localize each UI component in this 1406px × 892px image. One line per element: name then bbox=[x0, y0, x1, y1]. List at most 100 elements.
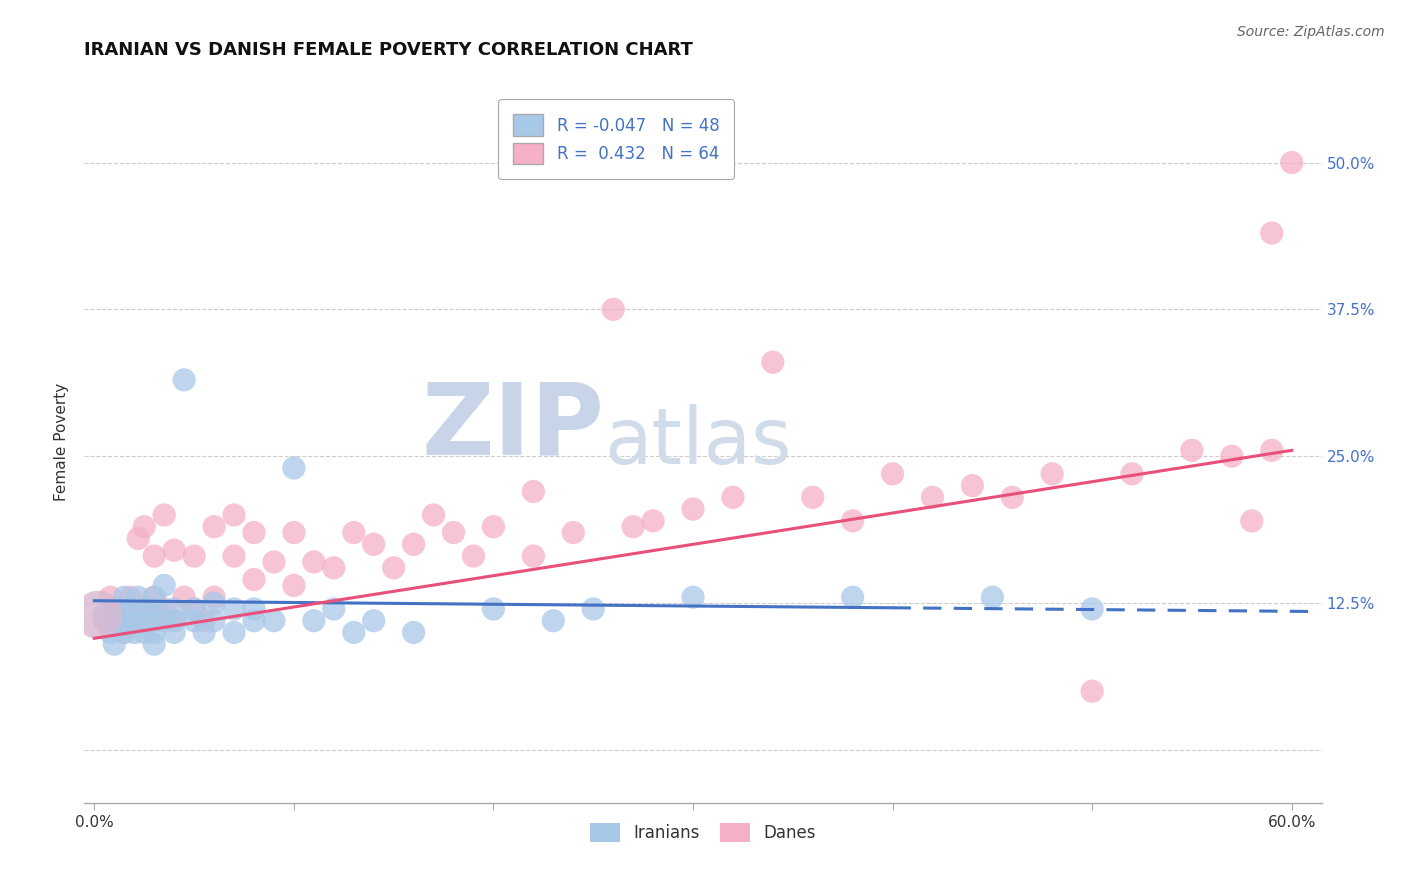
Point bbox=[582, 602, 605, 616]
Point bbox=[841, 514, 863, 528]
Point bbox=[882, 467, 904, 481]
Point bbox=[322, 602, 344, 616]
Point bbox=[243, 602, 266, 616]
Point bbox=[153, 614, 176, 628]
Point bbox=[143, 591, 166, 605]
Point bbox=[183, 614, 205, 628]
Point bbox=[120, 591, 142, 605]
Point bbox=[363, 537, 385, 551]
Point bbox=[122, 614, 145, 628]
Point bbox=[1121, 467, 1143, 481]
Point bbox=[134, 602, 156, 616]
Point bbox=[283, 578, 305, 592]
Point bbox=[522, 484, 544, 499]
Point bbox=[163, 602, 186, 616]
Point bbox=[173, 591, 195, 605]
Point bbox=[127, 532, 149, 546]
Y-axis label: Female Poverty: Female Poverty bbox=[53, 383, 69, 500]
Point bbox=[402, 537, 425, 551]
Point bbox=[643, 514, 665, 528]
Point bbox=[143, 637, 166, 651]
Point bbox=[263, 555, 285, 569]
Point bbox=[107, 614, 129, 628]
Point bbox=[202, 519, 225, 533]
Point bbox=[139, 614, 162, 628]
Point bbox=[382, 561, 405, 575]
Point bbox=[1281, 155, 1303, 169]
Point bbox=[87, 607, 110, 622]
Point bbox=[193, 625, 215, 640]
Point bbox=[841, 591, 863, 605]
Point bbox=[1040, 467, 1063, 481]
Point bbox=[363, 614, 385, 628]
Point bbox=[422, 508, 444, 522]
Point bbox=[143, 625, 166, 640]
Legend: Iranians, Danes: Iranians, Danes bbox=[583, 816, 823, 848]
Point bbox=[243, 573, 266, 587]
Point bbox=[103, 637, 125, 651]
Point bbox=[98, 625, 121, 640]
Point bbox=[322, 561, 344, 575]
Point bbox=[222, 625, 245, 640]
Point bbox=[263, 614, 285, 628]
Point bbox=[103, 607, 125, 622]
Point bbox=[482, 519, 505, 533]
Point bbox=[173, 373, 195, 387]
Point bbox=[153, 602, 176, 616]
Point bbox=[143, 614, 166, 628]
Point bbox=[562, 525, 585, 540]
Point bbox=[721, 491, 744, 505]
Point bbox=[1001, 491, 1024, 505]
Point bbox=[343, 625, 366, 640]
Point bbox=[762, 355, 785, 369]
Point bbox=[122, 625, 145, 640]
Point bbox=[962, 478, 984, 492]
Point bbox=[183, 549, 205, 563]
Point bbox=[522, 549, 544, 563]
Point bbox=[222, 549, 245, 563]
Point bbox=[112, 591, 135, 605]
Point bbox=[283, 525, 305, 540]
Point bbox=[153, 508, 176, 522]
Point bbox=[127, 591, 149, 605]
Point bbox=[981, 591, 1004, 605]
Point bbox=[283, 461, 305, 475]
Point bbox=[343, 525, 366, 540]
Point bbox=[112, 625, 135, 640]
Point bbox=[243, 614, 266, 628]
Text: IRANIAN VS DANISH FEMALE POVERTY CORRELATION CHART: IRANIAN VS DANISH FEMALE POVERTY CORRELA… bbox=[84, 41, 693, 59]
Text: ZIP: ZIP bbox=[422, 378, 605, 475]
Text: Source: ZipAtlas.com: Source: ZipAtlas.com bbox=[1237, 25, 1385, 39]
Point bbox=[143, 549, 166, 563]
Point bbox=[621, 519, 644, 533]
Point bbox=[243, 525, 266, 540]
Point bbox=[103, 602, 125, 616]
Point bbox=[93, 607, 115, 622]
Point bbox=[120, 602, 142, 616]
Point bbox=[1081, 602, 1104, 616]
Point bbox=[302, 614, 325, 628]
Point bbox=[202, 596, 225, 610]
Point bbox=[1240, 514, 1263, 528]
Point bbox=[1181, 443, 1204, 458]
Point bbox=[202, 591, 225, 605]
Point bbox=[543, 614, 565, 628]
Point bbox=[1261, 443, 1284, 458]
Point bbox=[163, 614, 186, 628]
Text: atlas: atlas bbox=[605, 403, 792, 480]
Point bbox=[87, 607, 110, 622]
Point bbox=[134, 519, 156, 533]
Point bbox=[682, 502, 704, 516]
Point bbox=[163, 625, 186, 640]
Point bbox=[1081, 684, 1104, 698]
Point bbox=[112, 614, 135, 628]
Point bbox=[302, 555, 325, 569]
Point bbox=[93, 614, 115, 628]
Point bbox=[602, 302, 624, 317]
Point bbox=[402, 625, 425, 640]
Point bbox=[134, 602, 156, 616]
Point bbox=[163, 614, 186, 628]
Point bbox=[222, 508, 245, 522]
Point bbox=[163, 543, 186, 558]
Point bbox=[122, 607, 145, 622]
